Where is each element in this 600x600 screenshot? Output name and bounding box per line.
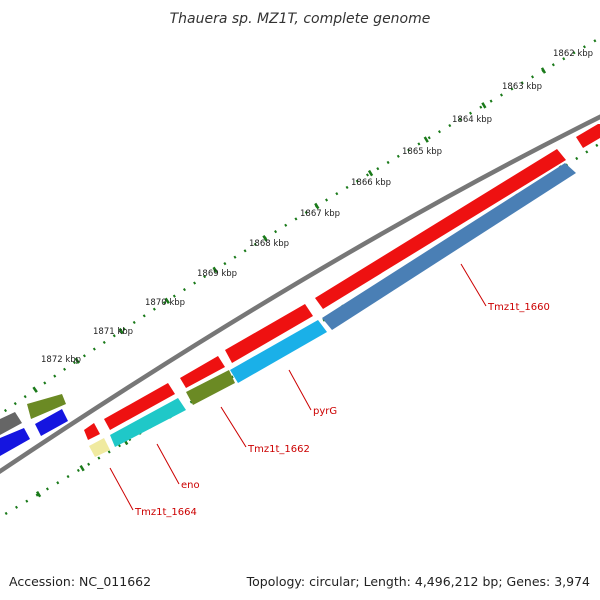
major-tick [164, 297, 170, 304]
tick-label: 1863 kbp [502, 82, 542, 92]
inner-major-ticks [35, 165, 565, 498]
major-tick [262, 235, 268, 242]
genome-backbone [0, 114, 600, 475]
forward-gene-arrow[interactable] [225, 304, 313, 363]
major-tick [367, 169, 374, 177]
tick-label: 1865 kbp [402, 147, 442, 157]
forward-gene-arrow[interactable] [104, 383, 175, 430]
reverse-gene-arrow[interactable] [35, 409, 68, 436]
major-tick [35, 490, 42, 498]
outer-major-ticks [32, 67, 547, 393]
tick-label: 1871 kbp [93, 327, 133, 337]
gene-label-eno[interactable]: eno [181, 480, 200, 491]
map-title: Thauera sp. MZ1T, complete genome [170, 11, 431, 27]
gene-label-tmz1t-1660[interactable]: Tmz1t_1660 [487, 302, 550, 313]
leader-line-pyrg [288, 369, 312, 411]
major-tick [212, 266, 218, 274]
tick-label: 1862 kbp [553, 49, 593, 59]
leader-line-tmz1t-1660 [460, 263, 487, 307]
forward-gene-arrow[interactable] [576, 124, 600, 148]
gene-arrow-tmz1t-1662[interactable] [186, 370, 235, 405]
genome-summary-text: Topology: circular; Length: 4,496,212 bp… [246, 574, 590, 589]
major-tick [314, 202, 320, 210]
outer-tick-ring [0, 36, 600, 416]
leader-line-tmz1t-1664 [109, 467, 134, 511]
gene-label-tmz1t-1662[interactable]: Tmz1t_1662 [247, 444, 310, 455]
major-tick [423, 136, 429, 143]
major-tick [481, 102, 487, 109]
forward-gene-arrow[interactable] [0, 412, 22, 435]
gene-arrow-tmz1t-1660[interactable] [322, 163, 576, 330]
tick-label: 1869 kbp [197, 269, 237, 279]
forward-gene-arrow[interactable] [315, 149, 566, 309]
leader-line-eno [156, 443, 180, 485]
forward-gene-arrow[interactable] [180, 356, 225, 388]
forward-gene-arrow[interactable] [27, 394, 66, 419]
tick-label: 1864 kbp [452, 115, 492, 125]
gene-arrow-tmz1t-1664[interactable] [89, 438, 110, 457]
major-tick [32, 386, 38, 393]
gene-label-tmz1t-1664[interactable]: Tmz1t_1664 [134, 507, 197, 518]
major-tick [79, 464, 85, 472]
tick-label: 1870 kbp [145, 298, 185, 308]
leader-line-tmz1t-1662 [220, 406, 247, 448]
major-tick [118, 327, 124, 335]
tick-label: 1868 kbp [249, 239, 289, 249]
major-tick [540, 67, 547, 74]
major-tick [74, 357, 80, 364]
gene-arrow-pyrg[interactable] [230, 320, 327, 383]
gene-label-pyrg[interactable]: pyrG [313, 406, 337, 417]
reverse-gene-arrow[interactable] [0, 428, 30, 456]
tick-label: 1867 kbp [300, 209, 340, 219]
inner-tick-ring [0, 141, 600, 519]
gene-arrow-eno[interactable] [110, 398, 186, 447]
accession-text: Accession: NC_011662 [9, 574, 151, 589]
tick-label: 1872 kbp [41, 355, 81, 365]
forward-gene-arrow[interactable] [84, 423, 100, 440]
tick-label: 1866 kbp [351, 178, 391, 188]
